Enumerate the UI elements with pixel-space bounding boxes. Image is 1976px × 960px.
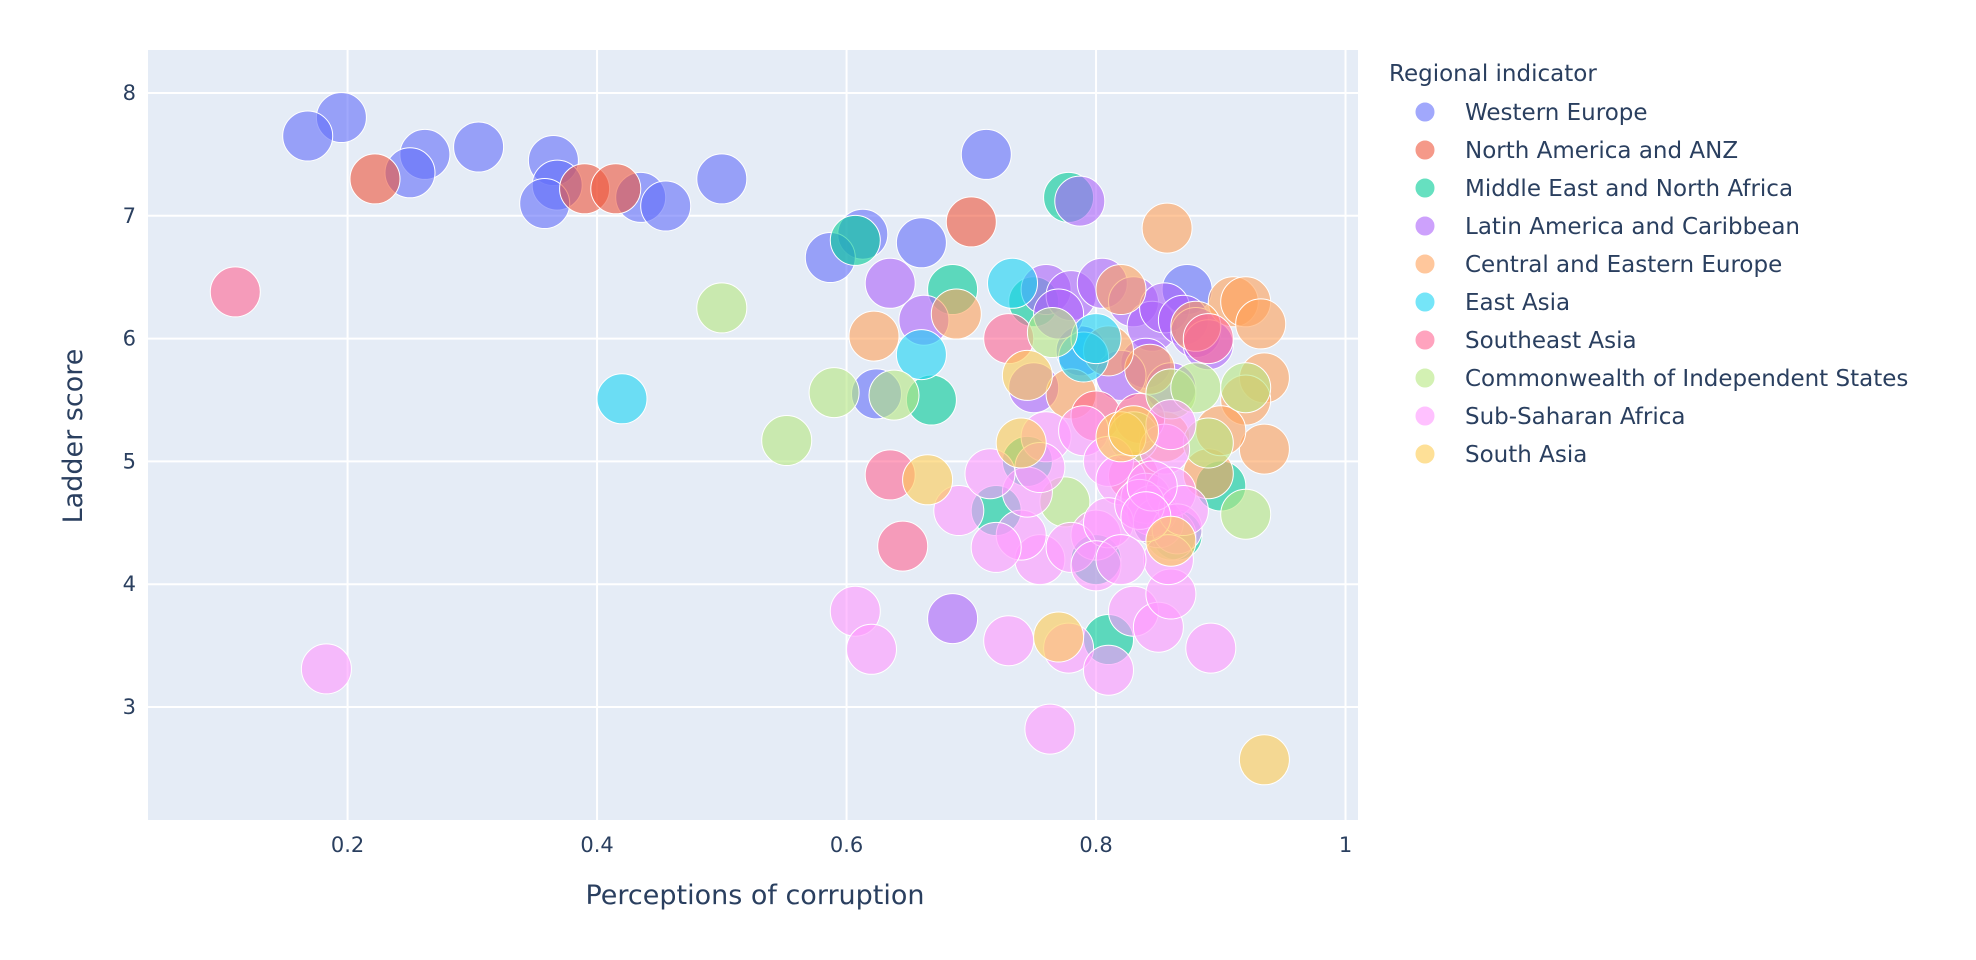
scatter-point <box>1182 313 1234 365</box>
scatter-point <box>1220 488 1272 540</box>
scatter-point <box>1145 515 1197 567</box>
legend-marker <box>1414 291 1436 313</box>
scatter-point <box>987 257 1038 309</box>
legend-marker <box>1414 443 1436 465</box>
scatter-point <box>696 153 748 205</box>
legend-marker <box>1414 101 1436 123</box>
x-tick-label: 0.2 <box>331 833 364 857</box>
x-tick-label: 0.8 <box>1079 833 1112 857</box>
scatter-point <box>895 329 947 381</box>
scatter-point <box>808 367 860 419</box>
scatter-point <box>696 282 748 334</box>
scatter-point <box>590 163 642 215</box>
scatter-point <box>1054 175 1106 227</box>
scatter-point <box>983 615 1035 667</box>
scatter-point <box>1095 534 1147 586</box>
scatter-point <box>848 310 900 362</box>
scatter-point <box>1024 703 1076 755</box>
scatter-point <box>1141 202 1193 254</box>
legend-label: Commonwealth of Independent States <box>1465 366 1908 392</box>
legend-marker <box>1414 253 1436 275</box>
legend-marker <box>1414 215 1436 237</box>
scatter-point <box>349 153 401 205</box>
y-tick-label: 6 <box>123 327 136 351</box>
scatter-point <box>1033 611 1085 663</box>
y-axis-title: Ladder score <box>58 349 89 524</box>
legend-marker <box>1414 139 1436 161</box>
y-tick-label: 7 <box>123 204 136 228</box>
legend-label: Southeast Asia <box>1465 328 1637 354</box>
legend-label: Central and Eastern Europe <box>1465 252 1782 278</box>
scatter-point <box>1238 734 1290 786</box>
y-tick-label: 5 <box>123 449 136 473</box>
scatter-point <box>453 121 505 173</box>
scatter-point <box>1026 307 1078 358</box>
scatter-point <box>596 373 648 425</box>
legend-marker <box>1414 177 1436 199</box>
scatter-point <box>1070 313 1122 365</box>
legend-label: South Asia <box>1465 442 1587 468</box>
legend: Western Europe North America and ANZ Middl… <box>1414 100 1908 468</box>
scatter-point <box>282 110 334 162</box>
scatter-point <box>877 520 929 572</box>
y-tick-label: 3 <box>123 695 136 719</box>
scatter-point <box>640 180 692 232</box>
scatter-point <box>964 448 1016 500</box>
scatter-point <box>868 369 920 421</box>
scatter-point <box>829 214 881 266</box>
scatter-point <box>927 593 979 645</box>
scatter-point <box>970 521 1022 573</box>
legend-label: Latin America and Caribbean <box>1465 214 1800 240</box>
x-tick-label: 1 <box>1339 833 1352 857</box>
y-tick-label: 4 <box>123 572 136 596</box>
scatter-point <box>902 454 954 506</box>
scatter-point <box>1238 423 1290 475</box>
scatter-point <box>1220 362 1272 414</box>
scatter-point <box>761 415 813 466</box>
legend-marker <box>1414 329 1436 351</box>
legend-marker <box>1414 367 1436 389</box>
scatter-point <box>945 196 997 248</box>
y-tick-label: 8 <box>123 81 136 105</box>
scatter-point <box>300 643 352 695</box>
legend-label: Middle East and North Africa <box>1465 176 1793 202</box>
data-points <box>209 92 1290 786</box>
legend-label: North America and ANZ <box>1465 138 1738 164</box>
legend-label: Sub-Saharan Africa <box>1465 404 1685 430</box>
scatter-point <box>895 217 947 269</box>
x-axis-ticks: 0.2 0.4 0.6 0.8 1 <box>331 833 1352 857</box>
x-tick-label: 0.4 <box>580 833 613 857</box>
scatter-point <box>846 623 897 675</box>
scatter-point <box>1095 264 1147 315</box>
scatter-point <box>1185 622 1237 674</box>
scatter-point <box>933 485 985 536</box>
scatter-point <box>209 266 261 318</box>
scatter-point <box>960 128 1012 180</box>
x-tick-label: 0.6 <box>830 833 863 857</box>
scatter-point <box>930 288 982 340</box>
legend-title: Regional indicator <box>1389 61 1597 87</box>
y-axis-ticks: 3 4 5 6 7 8 <box>123 81 136 719</box>
legend-label: Western Europe <box>1465 100 1648 126</box>
scatter-point <box>864 257 916 309</box>
legend-marker <box>1414 405 1436 427</box>
scatter-point <box>1235 298 1287 350</box>
x-axis-title: Perceptions of corruption <box>585 880 924 911</box>
legend-label: East Asia <box>1465 290 1570 316</box>
scatter-point <box>1108 405 1159 457</box>
scatter-point <box>995 417 1047 469</box>
scatter-point <box>1083 644 1134 696</box>
scatter-point <box>1001 349 1053 401</box>
